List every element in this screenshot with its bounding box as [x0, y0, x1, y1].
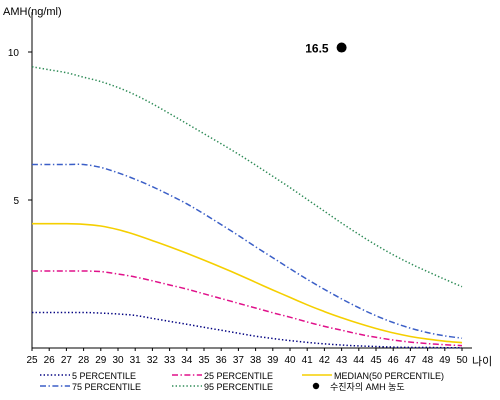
legend-label-95-percentile: 95 PERCENTILE — [204, 382, 273, 392]
x-tick-label: 49 — [439, 355, 451, 366]
x-tick-label: 47 — [405, 355, 417, 366]
x-tick-label: 32 — [147, 355, 159, 366]
legend-label-5-percentile: 5 PERCENTILE — [72, 371, 136, 381]
x-tick-label: 36 — [216, 355, 228, 366]
series-line-5-percentile — [32, 311, 463, 349]
y-tick-label: 5 — [13, 196, 19, 207]
legend-label-25-percentile: 25 PERCENTILE — [204, 371, 273, 381]
x-tick-label: 39 — [267, 355, 279, 366]
series-line-95-percentile — [31, 66, 463, 288]
x-tick-label: 27 — [61, 355, 73, 366]
x-tick-label: 38 — [250, 355, 262, 366]
x-tick-label: 26 — [44, 355, 56, 366]
x-axis-label: 나이 — [472, 355, 492, 368]
x-tick-label: 50 — [456, 355, 468, 366]
series-line-75-percentile — [32, 163, 463, 339]
x-tick-label: 29 — [95, 355, 107, 366]
x-tick-label: 40 — [284, 355, 296, 366]
x-tick-label: 45 — [370, 355, 382, 366]
x-tick-label: 33 — [164, 355, 176, 366]
x-tick-label: 43 — [336, 355, 348, 366]
patient-marker-label: 16.5 — [305, 42, 329, 56]
legend-label-marker: 수진자의 AMH 농도 — [330, 382, 405, 392]
x-tick-label: 41 — [302, 355, 314, 366]
x-tick-label: 35 — [198, 355, 210, 366]
x-tick-label: 31 — [130, 355, 142, 366]
x-tick-label: 46 — [388, 355, 400, 366]
x-tick-label: 25 — [26, 355, 38, 366]
x-tick-label: 42 — [319, 355, 331, 366]
series-lines — [31, 66, 463, 349]
x-tick-label: 28 — [78, 355, 90, 366]
legend-label-median-50-percentile: MEDIAN(50 PERCENTILE) — [334, 371, 444, 381]
x-tick-label: 48 — [422, 355, 434, 366]
patient-marker: 16.5 — [305, 42, 347, 56]
patient-marker-dot — [336, 42, 347, 53]
legend-label-75-percentile: 75 PERCENTILE — [72, 382, 141, 392]
x-tick-label: 34 — [181, 355, 193, 366]
series-line-median-50-percentile — [31, 222, 463, 344]
x-tick-label: 37 — [233, 355, 245, 366]
y-tick-label: 10 — [8, 48, 20, 59]
x-tick-label: 30 — [112, 355, 124, 366]
legend-marker-dot — [312, 382, 320, 390]
x-ticks: 25 26 27 28 29 30 31 32 33 34 35 36 37 38 39 40 41 42 43 44… — [26, 348, 468, 366]
x-tick-label: 44 — [353, 355, 365, 366]
legend: 5 PERCENTILE 75 PERCENTILE 25 PERCENTILE… — [40, 371, 444, 392]
y-ticks: 5 10 — [8, 48, 32, 207]
